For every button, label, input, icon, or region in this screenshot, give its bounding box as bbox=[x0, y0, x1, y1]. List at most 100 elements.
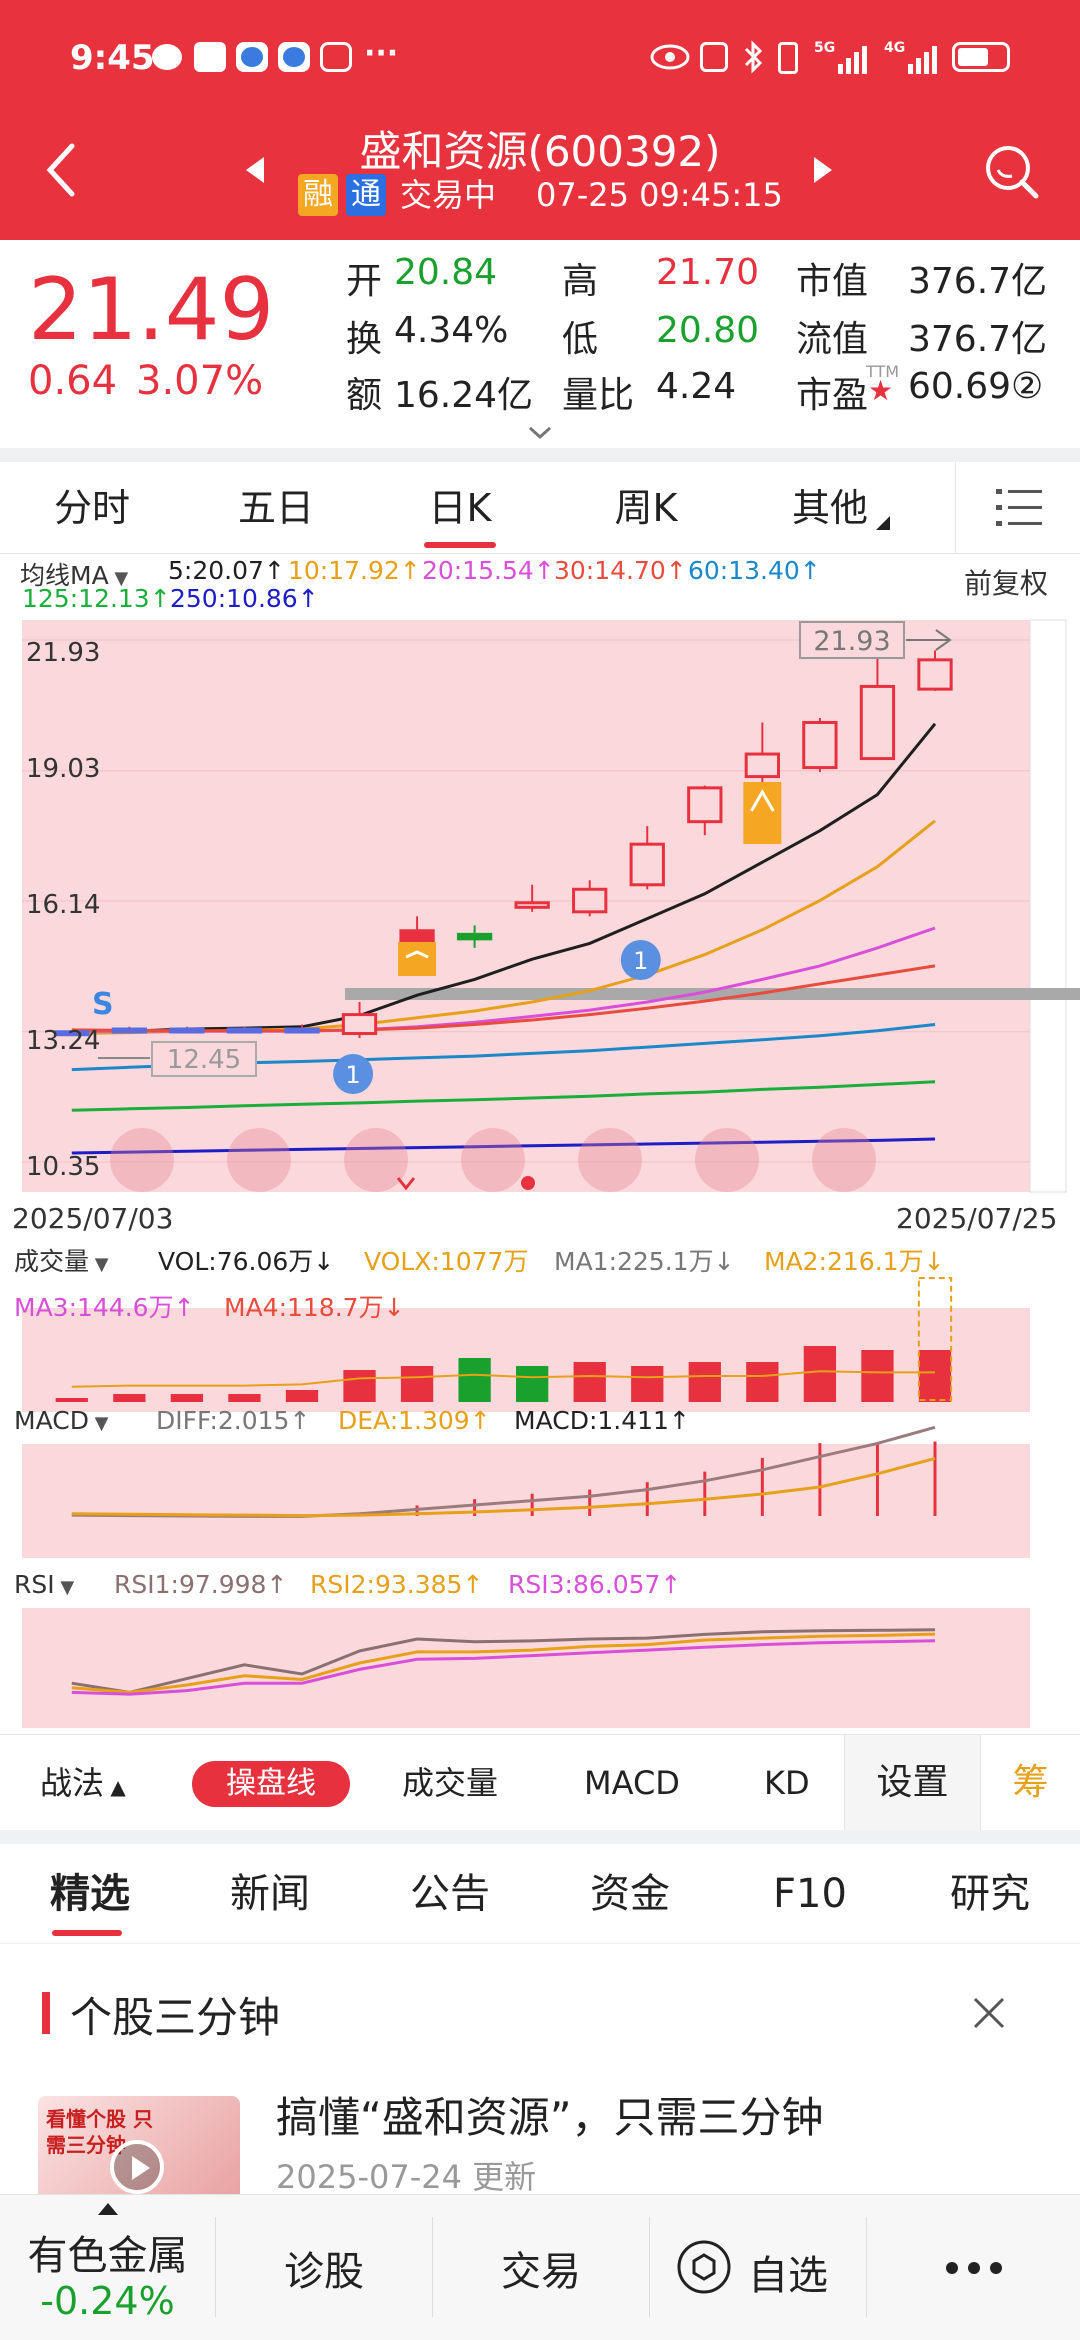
macd-value: MACD:1.411↑ bbox=[514, 1406, 690, 1435]
more-menu-icon[interactable] bbox=[867, 2195, 1080, 2340]
tab-five-day[interactable]: 五日 bbox=[237, 486, 314, 530]
pe-label: 市盈 bbox=[796, 375, 869, 416]
macd-selector[interactable]: MACD ▼ bbox=[14, 1406, 109, 1435]
sector-name: 有色金属 bbox=[27, 2233, 188, 2279]
article-headline[interactable]: 搞懂“盛和资源”，只需三分钟 bbox=[276, 2093, 824, 2142]
ma30-line bbox=[71, 964, 936, 1033]
signal-circle-label: 1 bbox=[345, 1061, 360, 1089]
tab-news[interactable]: 新闻 bbox=[230, 1871, 310, 1917]
volume-bar bbox=[343, 1370, 376, 1402]
watchlist-label: 自选 bbox=[748, 2253, 828, 2299]
margin-badge: 融 bbox=[298, 174, 338, 216]
volume-bar bbox=[861, 1350, 894, 1402]
hand-icon bbox=[320, 42, 352, 72]
volume-indicator-button[interactable]: 成交量 bbox=[402, 1764, 499, 1802]
rewind-control-icon[interactable] bbox=[110, 1128, 174, 1192]
active-tab-indicator bbox=[424, 542, 496, 548]
prev-stock-icon[interactable] bbox=[244, 155, 266, 185]
caret-up-icon bbox=[98, 2203, 118, 2215]
sector-button[interactable]: 有色金属 -0.24% bbox=[0, 2195, 215, 2340]
5g-label: 5G bbox=[814, 40, 836, 56]
kline-chart-svg[interactable]: 21.93 12.45 S 1 1 bbox=[0, 554, 1080, 1734]
rsi2-line bbox=[71, 1632, 936, 1694]
tab-research[interactable]: 研究 bbox=[950, 1871, 1030, 1917]
video-thumbnail[interactable]: 看懂个股 只需三分钟 bbox=[38, 2096, 240, 2206]
vol-ma-line bbox=[71, 1370, 935, 1388]
diagnose-button[interactable]: 诊股 bbox=[284, 2249, 364, 2295]
ma125-line bbox=[71, 1080, 936, 1112]
tab-capital[interactable]: 资金 bbox=[590, 1871, 670, 1917]
volume-selector[interactable]: 成交量 ▼ bbox=[14, 1242, 109, 1278]
watchlist-button[interactable]: 自选 bbox=[650, 2195, 866, 2340]
bottom-nav: 有色金属 -0.24% 诊股 交易 自选 bbox=[0, 2194, 1080, 2340]
ma10-value: 10:17.92↑ bbox=[288, 556, 421, 585]
tab-intraday[interactable]: 分时 bbox=[53, 486, 130, 530]
trade-button[interactable]: 交易 bbox=[501, 2249, 581, 2295]
quote-datetime: 07-25 09:45:15 bbox=[536, 176, 783, 214]
4g-label: 4G bbox=[884, 40, 906, 56]
divider bbox=[0, 1830, 1080, 1844]
ma-selector[interactable]: 均线MA ▼ bbox=[20, 556, 128, 592]
volume-bar bbox=[746, 1362, 779, 1402]
zoom-out-control-icon[interactable] bbox=[344, 1128, 408, 1192]
tab-announcements[interactable]: 公告 bbox=[410, 1871, 490, 1917]
rsi-selector[interactable]: RSI ▼ bbox=[14, 1570, 74, 1599]
chart-menu-button[interactable] bbox=[955, 462, 1080, 554]
search-icon[interactable] bbox=[982, 142, 1042, 202]
next-stock-icon[interactable] bbox=[812, 155, 834, 185]
macd-label: MACD bbox=[14, 1406, 89, 1435]
prev-control-icon[interactable] bbox=[461, 1128, 525, 1192]
tab-daily-k[interactable]: 日K bbox=[428, 486, 492, 530]
tab-weekly-k[interactable]: 周K bbox=[614, 486, 678, 530]
china-mobile-icon bbox=[194, 42, 226, 72]
pe-star-icon: ★ bbox=[868, 374, 894, 407]
nav-divider bbox=[866, 2217, 867, 2317]
close-icon[interactable] bbox=[972, 1996, 1006, 2030]
tab-other-dropdown-icon bbox=[876, 516, 890, 530]
ma-dropdown-icon: ▼ bbox=[108, 568, 129, 589]
ytick-label: 19.03 bbox=[26, 754, 101, 784]
candle-body bbox=[456, 932, 493, 941]
next-control-icon[interactable] bbox=[578, 1128, 642, 1192]
rotate-control-icon[interactable] bbox=[695, 1128, 759, 1192]
app-header: 9:45 ··· 5G 4G 盛和资源(600392) 融 通 交易中 07-2… bbox=[0, 0, 1080, 240]
strategy-button[interactable]: 战法 ▲ bbox=[40, 1735, 126, 1831]
kd-indicator-button[interactable]: KD bbox=[764, 1764, 810, 1802]
candle-body bbox=[629, 842, 665, 887]
chips-button[interactable]: 筹 bbox=[980, 1735, 1080, 1831]
max-price-box bbox=[799, 621, 905, 659]
active-news-tab-indicator bbox=[52, 1930, 122, 1936]
candle-body bbox=[284, 1027, 320, 1034]
volume-label: 成交量 bbox=[14, 1247, 90, 1276]
zoom-in-control-icon[interactable] bbox=[227, 1128, 291, 1192]
app-icon-2 bbox=[278, 42, 310, 72]
rsi3-value: RSI3:86.057↑ bbox=[508, 1570, 682, 1599]
mcap-label: 市值 bbox=[796, 261, 869, 302]
macd-dea-line bbox=[71, 1456, 936, 1518]
back-icon[interactable] bbox=[44, 142, 78, 198]
high-label: 高 bbox=[562, 261, 599, 302]
stock-three-minutes-card: 个股三分钟 看懂个股 只需三分钟 搞懂“盛和资源”，只需三分钟 2025-07-… bbox=[0, 1944, 1080, 2206]
ma5-line bbox=[71, 722, 937, 1035]
low-label: 低 bbox=[562, 319, 599, 360]
tab-featured[interactable]: 精选 bbox=[50, 1871, 130, 1917]
macd-indicator-button[interactable]: MACD bbox=[584, 1764, 680, 1802]
volratio-label: 量比 bbox=[562, 375, 635, 416]
nav-divider bbox=[215, 2217, 216, 2317]
ytick-label: 10.35 bbox=[26, 1152, 101, 1182]
open-value: 20.84 bbox=[394, 252, 498, 293]
chart-period-tabs: 分时 五日 日K 周K 其他 bbox=[0, 462, 1080, 554]
tab-other[interactable]: 其他 bbox=[791, 486, 868, 530]
bluetooth-icon bbox=[744, 40, 763, 74]
caopanxian-button[interactable]: 操盘线 bbox=[192, 1761, 350, 1807]
reference-band bbox=[345, 988, 1080, 1000]
adjust-button[interactable]: 前复权 bbox=[964, 567, 1049, 600]
settings-button[interactable]: 设置 bbox=[844, 1735, 980, 1831]
tab-f10[interactable]: F10 bbox=[773, 1871, 847, 1917]
fullscreen-control-icon[interactable] bbox=[812, 1128, 876, 1192]
volume-bar bbox=[170, 1394, 204, 1402]
volume-bar bbox=[573, 1362, 606, 1402]
news-tabs: 精选 新闻 公告 资金 F10 研究 bbox=[0, 1844, 1080, 1944]
5g-signal-icon: 5G bbox=[814, 40, 874, 74]
expand-chevron-icon[interactable] bbox=[528, 426, 552, 440]
